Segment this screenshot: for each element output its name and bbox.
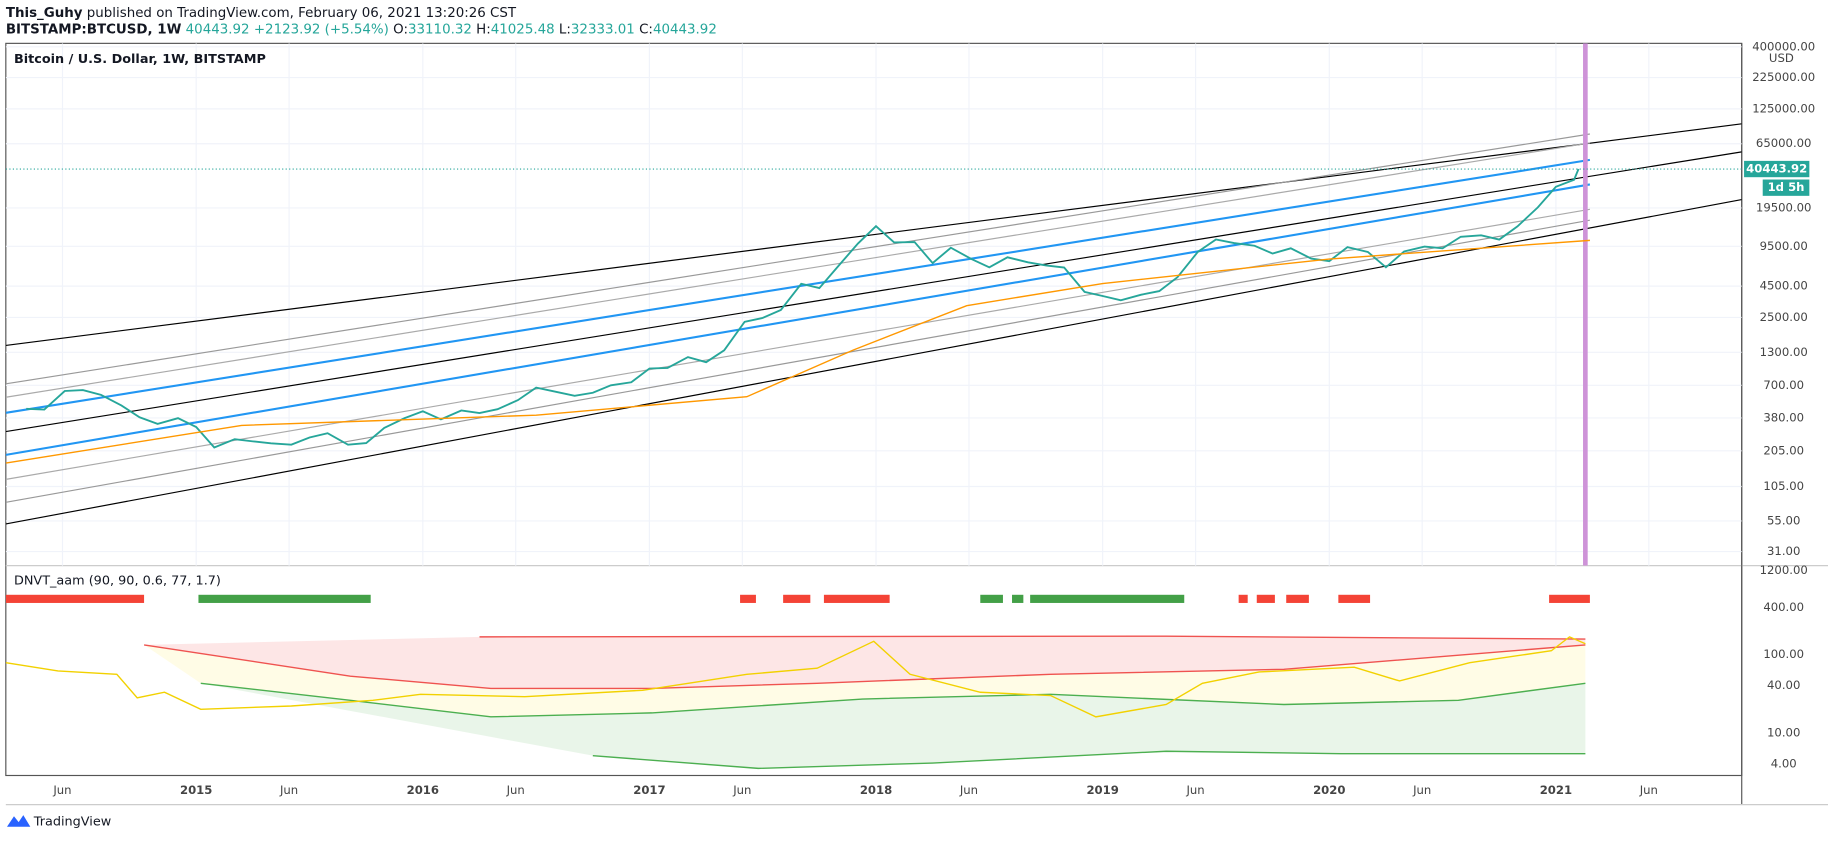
signal-bar bbox=[5, 594, 145, 603]
y-tick-label: 55.00 bbox=[1767, 513, 1800, 527]
y-tick-label: 65000.00 bbox=[1756, 136, 1812, 150]
band-fill bbox=[144, 644, 1586, 717]
ohlc-value: 41025.48 bbox=[491, 22, 555, 37]
x-tick-label: Jun bbox=[732, 783, 751, 797]
y-tick-label: 31.00 bbox=[1767, 544, 1800, 558]
ohlc-label: O: bbox=[393, 22, 408, 37]
x-tick-label: 2019 bbox=[1086, 783, 1118, 797]
trendline bbox=[5, 133, 1590, 385]
signal-bar bbox=[740, 594, 756, 603]
y-tick-label: 10.00 bbox=[1767, 725, 1800, 739]
x-tick-label: Jun bbox=[1185, 783, 1204, 797]
y-tick-label: 9500.00 bbox=[1760, 239, 1808, 253]
ohlc-value: 32333.01 bbox=[571, 22, 635, 37]
series-line bbox=[479, 635, 1586, 640]
series-line bbox=[5, 636, 1586, 718]
trendline bbox=[5, 142, 1590, 398]
y-tick-label: 125000.00 bbox=[1752, 101, 1815, 115]
time-marker bbox=[1583, 43, 1588, 566]
currency-unit: USD bbox=[1769, 51, 1794, 65]
y-tick-label: 380.00 bbox=[1763, 410, 1804, 424]
band-fill bbox=[200, 683, 1586, 769]
series-line bbox=[200, 682, 1586, 718]
y-tick-label: 40.00 bbox=[1767, 678, 1800, 692]
series-line bbox=[592, 750, 1586, 770]
y-tick-label: 105.00 bbox=[1763, 479, 1804, 493]
y-tick-label: 1300.00 bbox=[1760, 345, 1808, 359]
change: +2123.92 (+5.54%) bbox=[254, 22, 389, 37]
x-tick-label: Jun bbox=[1639, 783, 1658, 797]
ohlc-label: H: bbox=[476, 22, 491, 37]
x-tick-label: 2020 bbox=[1313, 783, 1345, 797]
logo-icon bbox=[6, 815, 31, 827]
last-price-text: 40443.92 bbox=[1746, 162, 1807, 176]
signal-bar bbox=[1286, 594, 1309, 603]
y-tick-label: 400000.00 bbox=[1752, 39, 1815, 53]
main-pane bbox=[5, 43, 1742, 566]
trendline bbox=[5, 158, 1591, 414]
ohlc-value: 40443.92 bbox=[653, 22, 717, 37]
x-tick-label: 2016 bbox=[407, 783, 439, 797]
x-tick-label: 2017 bbox=[633, 783, 665, 797]
series-line bbox=[5, 239, 1590, 464]
signal-bar bbox=[1549, 594, 1590, 603]
y-tick-label: 205.00 bbox=[1763, 443, 1804, 457]
y-tick-label: 225000.00 bbox=[1752, 70, 1815, 84]
y-tick-label: 4.00 bbox=[1771, 756, 1797, 770]
last: 40443.92 bbox=[186, 22, 250, 37]
ohlc-value: 33110.32 bbox=[408, 22, 472, 37]
signal-bar bbox=[1338, 594, 1371, 603]
y-tick-label: 19500.00 bbox=[1756, 200, 1812, 214]
header-quote: BITSTAMP:BTCUSD, 1W 40443.92 +2123.92 (+… bbox=[6, 22, 717, 37]
published: published on TradingView.com, February 0… bbox=[83, 6, 517, 21]
signal-bar bbox=[1012, 594, 1024, 603]
last-price-tag bbox=[1744, 160, 1810, 178]
x-tick-label: 2021 bbox=[1540, 783, 1572, 797]
signal-bar bbox=[1238, 594, 1248, 603]
x-tick-label: Jun bbox=[52, 783, 71, 797]
x-tick-label: 2015 bbox=[180, 783, 212, 797]
trendline bbox=[5, 219, 1590, 503]
indicator-pane bbox=[5, 594, 1590, 770]
band-fill bbox=[144, 636, 1586, 689]
trendline bbox=[5, 151, 1742, 433]
y-tick-label: 100.00 bbox=[1763, 647, 1804, 661]
signal-bar bbox=[1256, 594, 1275, 603]
logo: TradingView bbox=[6, 815, 111, 830]
symbol: BITSTAMP:BTCUSD, 1W bbox=[6, 22, 182, 37]
main-title: Bitcoin / U.S. Dollar, 1W, BITSTAMP bbox=[14, 52, 266, 67]
y-tick-label: 700.00 bbox=[1763, 378, 1804, 392]
trendline bbox=[5, 183, 1591, 456]
y-tick-label: 4500.00 bbox=[1760, 279, 1808, 293]
signal-bar bbox=[1030, 594, 1185, 603]
x-tick-label: Jun bbox=[959, 783, 978, 797]
trendline bbox=[5, 199, 1742, 525]
ohlc-label: L: bbox=[559, 22, 571, 37]
signal-bar bbox=[980, 594, 1003, 603]
axes: 400000.00 225000.00 125000.00 65000.00 19500… bbox=[52, 39, 1815, 797]
x-tick-label: Jun bbox=[1412, 783, 1431, 797]
x-tick-label: 2018 bbox=[860, 783, 892, 797]
header-line: This_Guhy published on TradingView.com, … bbox=[6, 6, 517, 21]
indicator-title: DNVT_aam (90, 90, 0.6, 77, 1.7) bbox=[14, 573, 221, 588]
signal-bar bbox=[783, 594, 811, 603]
trendline bbox=[5, 208, 1590, 480]
signal-bar bbox=[823, 594, 890, 603]
countdown-text: 1d 5h bbox=[1768, 180, 1805, 194]
brand: TradingView bbox=[33, 815, 111, 830]
x-tick-label: Jun bbox=[506, 783, 525, 797]
author: This_Guhy bbox=[6, 6, 83, 21]
ohlc-label: C: bbox=[639, 22, 653, 37]
signal-bar bbox=[198, 594, 371, 603]
y-tick-label: 1200.00 bbox=[1760, 563, 1808, 577]
y-tick-label: 2500.00 bbox=[1760, 310, 1808, 324]
series-line bbox=[143, 644, 1586, 690]
trendline bbox=[5, 123, 1742, 346]
y-tick-label: 400.00 bbox=[1763, 600, 1804, 614]
countdown-tag bbox=[1762, 179, 1810, 196]
x-tick-label: Jun bbox=[279, 783, 298, 797]
